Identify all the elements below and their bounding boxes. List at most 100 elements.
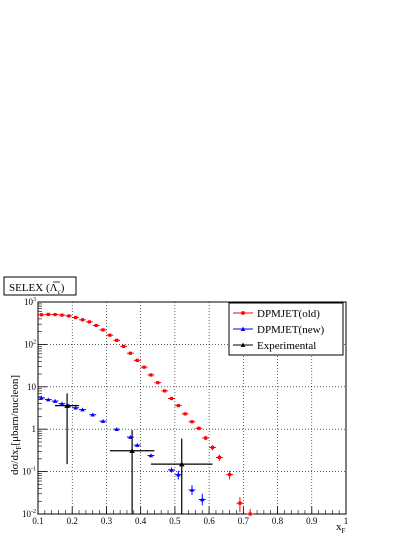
data-point bbox=[181, 412, 189, 416]
data-point bbox=[120, 344, 127, 348]
data-point bbox=[72, 315, 80, 320]
point-marker bbox=[197, 426, 201, 430]
point-marker bbox=[148, 453, 154, 458]
point-marker bbox=[176, 472, 181, 477]
point-marker bbox=[210, 445, 215, 450]
data-point bbox=[236, 497, 244, 513]
point-marker bbox=[190, 420, 194, 424]
data-point bbox=[99, 328, 107, 332]
chart-title-box bbox=[3, 276, 77, 296]
x-tick-label: 0.5 bbox=[169, 516, 181, 526]
data-point bbox=[202, 435, 210, 441]
y-tick-label: 1 bbox=[32, 424, 37, 434]
chart-title-close: ) bbox=[61, 282, 65, 294]
axis-ticks bbox=[37, 301, 347, 515]
point-marker bbox=[183, 412, 187, 416]
series-experimental bbox=[55, 393, 213, 514]
chart-title-text: SELEX ( bbox=[9, 282, 50, 294]
y-tick-label: 103 bbox=[24, 297, 36, 307]
x-axis-label-main: x bbox=[336, 521, 342, 533]
data-point bbox=[44, 397, 52, 402]
data-point bbox=[99, 418, 107, 423]
point-marker bbox=[200, 497, 205, 502]
plot-frame bbox=[37, 301, 347, 515]
point-marker bbox=[142, 365, 146, 369]
data-point bbox=[168, 396, 175, 401]
point-marker bbox=[228, 472, 232, 477]
point-marker bbox=[101, 328, 105, 332]
data-point bbox=[38, 395, 45, 400]
data-point bbox=[147, 453, 155, 458]
point-marker bbox=[39, 395, 44, 400]
x-tick-label: 0.4 bbox=[135, 516, 147, 526]
legend-marker bbox=[240, 342, 246, 347]
data-point bbox=[55, 393, 80, 465]
data-point bbox=[89, 412, 97, 417]
data-point bbox=[44, 312, 52, 316]
data-point bbox=[58, 401, 66, 406]
point-marker bbox=[108, 333, 112, 337]
x-tick-label: 0.3 bbox=[101, 516, 113, 526]
data-point bbox=[188, 485, 196, 496]
chart-title: SELEX (Λc) bbox=[9, 282, 65, 296]
point-marker bbox=[46, 397, 51, 402]
data-point bbox=[147, 373, 155, 377]
x-tick-label: 0.7 bbox=[238, 516, 250, 526]
point-marker bbox=[169, 396, 174, 401]
point-marker bbox=[129, 447, 135, 454]
data-point bbox=[113, 427, 121, 431]
axis-labels: dσ/dxF[μbarn/nucleon] xF bbox=[9, 375, 346, 535]
legend-marker bbox=[241, 311, 245, 315]
point-marker bbox=[176, 404, 180, 408]
data-point bbox=[154, 381, 162, 385]
point-marker bbox=[80, 318, 85, 322]
data-point bbox=[126, 434, 134, 439]
y-axis-label-main: dσ/dx bbox=[9, 449, 21, 475]
x-axis-label-sub: F bbox=[342, 527, 346, 535]
point-marker bbox=[178, 461, 185, 467]
point-marker bbox=[46, 312, 50, 316]
legend: DPMJET(old) DPMJET(new) Experimental bbox=[228, 302, 344, 356]
legend-marker bbox=[240, 326, 246, 331]
y-axis-label-sub: F bbox=[15, 446, 23, 450]
point-marker bbox=[135, 442, 140, 447]
data-point bbox=[79, 407, 86, 412]
point-marker bbox=[163, 389, 167, 393]
point-marker bbox=[128, 434, 133, 439]
data-point bbox=[51, 312, 59, 317]
axis-tick-labels: 0.1 0.2 0.3 0.4 0.5 0.6 0.7 0.8 0.9 1 10-2 10-1 1 10 1… bbox=[22, 297, 348, 526]
point-marker bbox=[39, 313, 44, 317]
y-axis-label-rest: [μbarn/nucleon] bbox=[9, 375, 21, 446]
x-tick-label: 0.8 bbox=[272, 516, 284, 526]
chart-title-group: SELEX (Λc) bbox=[3, 276, 77, 296]
point-marker bbox=[115, 338, 119, 342]
x-axis-label: xF bbox=[336, 521, 346, 535]
point-marker bbox=[204, 436, 208, 440]
data-point bbox=[72, 405, 80, 410]
point-marker bbox=[80, 407, 85, 412]
legend-label: DPMJET(old) bbox=[257, 308, 320, 320]
y-axis-label: dσ/dxF[μbarn/nucleon] bbox=[9, 375, 23, 475]
data-point bbox=[168, 467, 175, 473]
point-marker bbox=[189, 487, 195, 492]
data-point bbox=[150, 438, 213, 514]
data-point bbox=[85, 320, 93, 324]
x-tick-label: 1 bbox=[344, 516, 349, 526]
data-point bbox=[106, 333, 114, 337]
point-marker bbox=[67, 314, 71, 318]
point-marker bbox=[149, 373, 153, 377]
x-tick-label: 0.1 bbox=[32, 516, 43, 526]
data-point bbox=[79, 318, 86, 322]
data-point bbox=[113, 338, 121, 342]
data-point bbox=[188, 420, 196, 424]
series-dpmjet-new bbox=[38, 395, 206, 506]
point-marker bbox=[60, 313, 64, 317]
point-marker bbox=[100, 418, 106, 423]
data-point bbox=[51, 398, 59, 403]
chart-title-particle-sub: c bbox=[58, 288, 61, 296]
legend-item: Experimental bbox=[233, 340, 316, 352]
x-tick-label: 0.2 bbox=[67, 516, 78, 526]
point-marker bbox=[156, 381, 160, 385]
data-marks bbox=[38, 312, 254, 516]
